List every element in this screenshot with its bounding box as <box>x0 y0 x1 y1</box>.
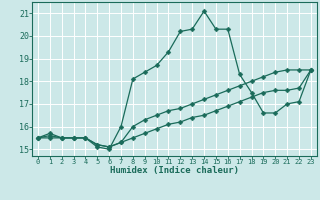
X-axis label: Humidex (Indice chaleur): Humidex (Indice chaleur) <box>110 166 239 175</box>
